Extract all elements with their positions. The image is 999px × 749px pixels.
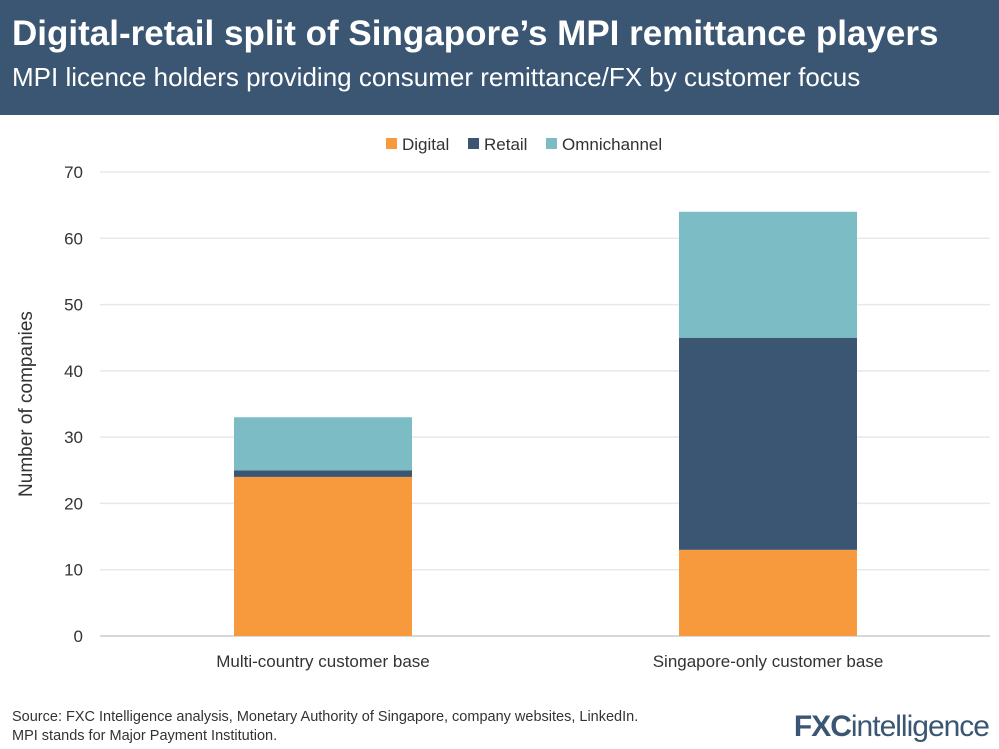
fxc-logo: FXCintelligence bbox=[793, 710, 990, 743]
chart-title: Digital-retail split of Singapore’s MPI … bbox=[12, 14, 939, 53]
y-tick-label: 30 bbox=[64, 428, 83, 447]
y-axis-label: Number of companies bbox=[16, 311, 37, 497]
source-note: Source: FXC Intelligence analysis, Monet… bbox=[12, 708, 638, 746]
y-tick-label: 70 bbox=[64, 163, 83, 182]
bar-retail bbox=[234, 470, 412, 477]
header: Digital-retail split of Singapore’s MPI … bbox=[0, 0, 999, 115]
y-tick-label: 40 bbox=[64, 362, 83, 381]
bar-retail bbox=[679, 337, 857, 550]
bar-digital bbox=[679, 549, 857, 636]
chart-subtitle: MPI licence holders providing consumer r… bbox=[12, 62, 861, 92]
x-tick-label: Singapore-only customer base bbox=[653, 652, 884, 671]
y-tick-label: 20 bbox=[64, 494, 83, 513]
x-tick-label: Multi-country customer base bbox=[216, 652, 430, 671]
y-tick-label: 10 bbox=[64, 561, 83, 580]
chart: 0 10 20 30 40 50 60 70 Number of companies Multi-… bbox=[16, 135, 990, 671]
legend-label: Omnichannel bbox=[562, 135, 662, 154]
legend-label: Digital bbox=[402, 135, 449, 154]
bar-omnichannel bbox=[679, 211, 857, 338]
source-text: Source: FXC Intelligence analysis, Monet… bbox=[12, 709, 639, 725]
legend-swatch bbox=[546, 138, 557, 149]
footnote-text: MPI stands for Major Payment Institution… bbox=[12, 728, 278, 744]
y-tick-label: 60 bbox=[64, 229, 83, 248]
y-tick-label: 50 bbox=[64, 296, 83, 315]
bar-omnichannel bbox=[234, 417, 412, 471]
legend-swatch bbox=[386, 138, 397, 149]
y-tick-label: 0 bbox=[74, 627, 83, 646]
legend-label: Retail bbox=[484, 135, 527, 154]
legend-swatch bbox=[468, 138, 479, 149]
bar-digital bbox=[234, 476, 412, 636]
